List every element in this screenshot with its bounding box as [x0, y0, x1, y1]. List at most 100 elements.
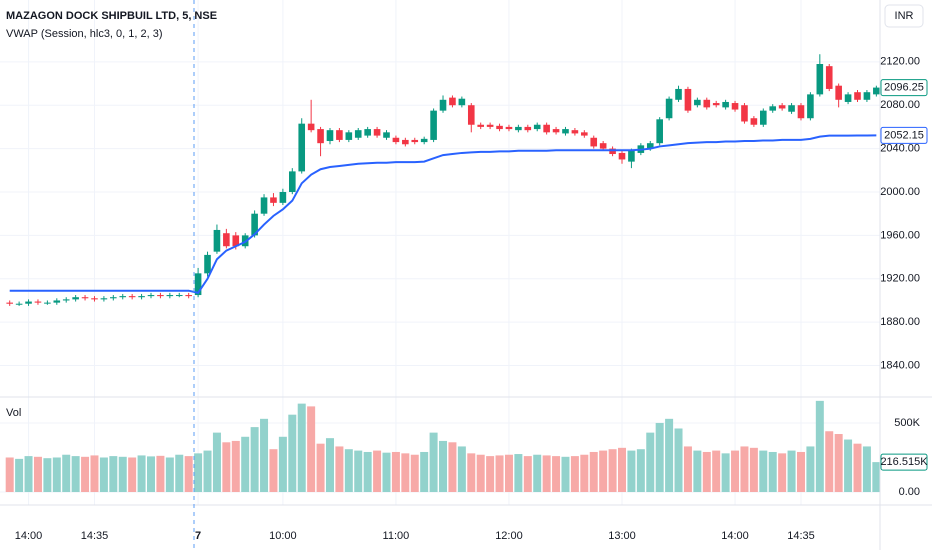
volume-bar — [646, 432, 655, 493]
volume-bar — [486, 456, 495, 493]
volume-bar — [467, 453, 476, 493]
candle-body — [533, 124, 541, 130]
candle-body — [797, 105, 805, 119]
volume-bar — [203, 450, 212, 493]
volume-bar — [768, 451, 777, 493]
volume-bar — [834, 434, 843, 493]
volume-bar — [99, 457, 108, 493]
volume-bar — [504, 454, 513, 493]
volume-bar — [278, 436, 287, 493]
volume-bar — [165, 457, 174, 493]
volume-bar — [589, 451, 598, 493]
candle-body — [788, 105, 795, 112]
volume-bar — [636, 449, 645, 493]
volume-bar — [231, 440, 240, 493]
y-tick-label: 2000.00 — [880, 186, 920, 198]
vwap-line — [9, 134, 877, 294]
volume-bar — [514, 454, 523, 493]
currency-label[interactable]: INR — [895, 10, 914, 22]
volume-bar — [344, 449, 353, 493]
candle-body — [844, 94, 852, 102]
candle-body — [524, 126, 532, 131]
candle-body — [816, 63, 824, 95]
candle-body — [835, 85, 842, 100]
currency-button[interactable] — [884, 4, 924, 28]
candle-body — [204, 254, 211, 274]
volume-bar — [175, 454, 184, 493]
volume-bar — [373, 450, 382, 493]
candle-body — [354, 130, 362, 138]
volume-bar — [665, 418, 674, 493]
candle-body — [260, 197, 268, 214]
candle-body — [345, 132, 353, 140]
candle-body — [147, 295, 155, 297]
candle-body — [81, 297, 89, 299]
volume-bar — [721, 453, 730, 493]
candle-body — [223, 233, 230, 247]
volume-bar — [759, 450, 768, 493]
volume-bar — [325, 438, 334, 493]
candle-body — [515, 126, 522, 131]
candle-body — [825, 66, 833, 89]
volume-bar — [137, 455, 146, 493]
candle-body — [581, 132, 588, 136]
volume-bar — [533, 454, 542, 493]
volume-bar — [62, 454, 71, 493]
candle-body — [712, 103, 720, 106]
axes: 1840.00 1880.00 1920.00 1960.00 2000.00 2040.… — [15, 56, 921, 542]
plot-area — [5, 54, 880, 493]
candle-body — [175, 295, 183, 297]
candle-body — [166, 295, 174, 297]
candle-body — [807, 94, 814, 119]
indicator-legend: VWAP (Session, hlc3, 0, 1, 2, 3) — [6, 28, 163, 40]
candle-body — [53, 300, 61, 303]
volume-bar — [448, 442, 457, 493]
candle-body — [731, 103, 739, 110]
candle-body — [430, 110, 437, 140]
candle-body — [694, 99, 701, 106]
candle-body — [439, 99, 447, 111]
candle-body — [778, 105, 786, 109]
volume-bar — [420, 451, 429, 493]
volume-bar — [476, 454, 485, 493]
x-tick-label: 14:35 — [787, 530, 815, 542]
volume-bar — [702, 451, 711, 493]
volume-bar — [523, 456, 532, 493]
volume-bar — [147, 456, 155, 493]
candle-body — [373, 129, 381, 136]
vwap-last-label: 2052.15 — [884, 129, 924, 141]
volume-bar — [118, 456, 127, 493]
candle-body — [505, 126, 513, 130]
candle-body — [750, 118, 758, 125]
candle-body — [420, 138, 428, 143]
candle-body — [703, 99, 711, 108]
y-tick-label: 2080.00 — [880, 99, 920, 111]
x-tick-label: 7 — [195, 530, 201, 542]
candle-body — [609, 148, 616, 155]
candle-body — [383, 132, 390, 138]
volume-last-label: 216.515K — [880, 456, 928, 468]
volume-bar — [316, 443, 325, 493]
candle-body — [543, 124, 550, 133]
vwap-last-label-box — [880, 126, 928, 144]
volume-bar — [382, 452, 391, 493]
candle-body — [119, 296, 127, 298]
volume-title: Vol — [6, 407, 21, 419]
volume-bar — [363, 451, 372, 493]
volume-bar — [740, 446, 749, 493]
volume-bar — [457, 446, 466, 493]
candle-body — [298, 123, 306, 172]
y-tick-label: 500K — [894, 417, 920, 429]
candle-body — [25, 301, 32, 304]
volume-bar — [15, 458, 24, 493]
y-tick-label: 1920.00 — [880, 273, 920, 285]
volume-bar — [561, 456, 570, 493]
volume-bar — [307, 406, 316, 493]
candle-body — [741, 105, 748, 122]
candle-body — [599, 143, 607, 149]
candle-body — [62, 299, 70, 301]
x-tick-label: 11:00 — [383, 530, 410, 542]
volume-bar — [862, 446, 871, 493]
candle-body — [646, 143, 654, 149]
